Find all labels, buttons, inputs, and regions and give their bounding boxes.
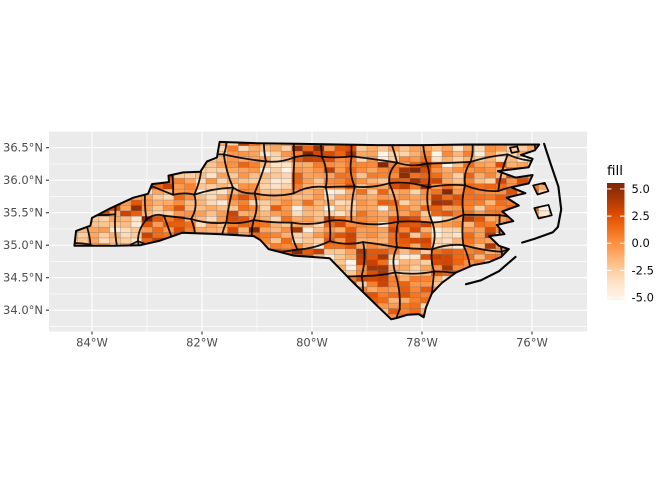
barrier-island-line [464, 255, 517, 286]
fill-legend: fill 5.0 2.5 0.0 -2.5 -5.0 [607, 163, 654, 305]
island-outline [532, 181, 550, 196]
state-outline [73, 140, 541, 321]
x-axis-tick-label: 80°W [296, 336, 328, 350]
legend-title: fill [607, 163, 623, 179]
x-axis-tick-label: 82°W [186, 336, 218, 350]
axis-tick-marks [46, 147, 533, 335]
island-outline [533, 204, 553, 220]
axes: 84°W 82°W 80°W 78°W 76°W 36.5°N 36.0°N 35.5°N 35… [3, 141, 548, 350]
island-outline [509, 145, 520, 154]
legend-tick-label: 0.0 [632, 236, 650, 250]
x-axis-tick-label: 84°W [76, 336, 108, 350]
legend-tick-label: -5.0 [632, 291, 654, 305]
barrier-island-line [521, 142, 563, 244]
legend-tick-label: -2.5 [632, 263, 654, 277]
y-axis-tick-label: 36.0°N [3, 173, 43, 187]
y-axis-tick-label: 36.5°N [3, 141, 43, 155]
legend-tick-label: 2.5 [632, 209, 650, 223]
legend-tick-marks [607, 188, 625, 299]
y-axis-tick-label: 35.5°N [3, 206, 43, 220]
x-axis-tick-label: 76°W [516, 336, 548, 350]
legend-tick-label: 5.0 [632, 182, 650, 196]
y-axis-tick-label: 34.0°N [3, 303, 43, 317]
y-axis-tick-label: 35.0°N [3, 238, 43, 252]
legend-gradient-bar [607, 183, 625, 300]
y-axis-tick-label: 34.5°N [3, 271, 43, 285]
x-axis-tick-label: 78°W [406, 336, 438, 350]
